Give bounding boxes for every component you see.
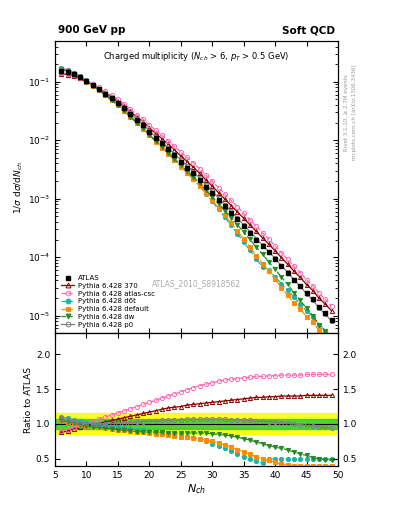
Legend: ATLAS, Pythia 6.428 370, Pythia 6.428 atlas-csc, Pythia 6.428 d6t, Pythia 6.428 : ATLAS, Pythia 6.428 370, Pythia 6.428 at…: [59, 273, 157, 330]
Text: 900 GeV pp: 900 GeV pp: [58, 25, 125, 35]
Text: Charged multiplicity ($N_{ch}$ > 6, $p_{T}$ > 0.5 GeV): Charged multiplicity ($N_{ch}$ > 6, $p_{…: [103, 50, 290, 63]
Text: Rivet 3.1.10, ≥ 2.7M events: Rivet 3.1.10, ≥ 2.7M events: [344, 74, 349, 151]
Text: Soft QCD: Soft QCD: [282, 25, 335, 35]
Text: mcplots.cern.ch [arXiv:1306.3436]: mcplots.cern.ch [arXiv:1306.3436]: [352, 65, 357, 160]
Text: ATLAS_2010_S8918562: ATLAS_2010_S8918562: [152, 279, 241, 288]
X-axis label: $N_{ch}$: $N_{ch}$: [187, 482, 206, 496]
Y-axis label: Ratio to ATLAS: Ratio to ATLAS: [24, 367, 33, 433]
Y-axis label: 1/$\sigma$ d$\sigma$/d$N_{ch}$: 1/$\sigma$ d$\sigma$/d$N_{ch}$: [13, 160, 25, 214]
